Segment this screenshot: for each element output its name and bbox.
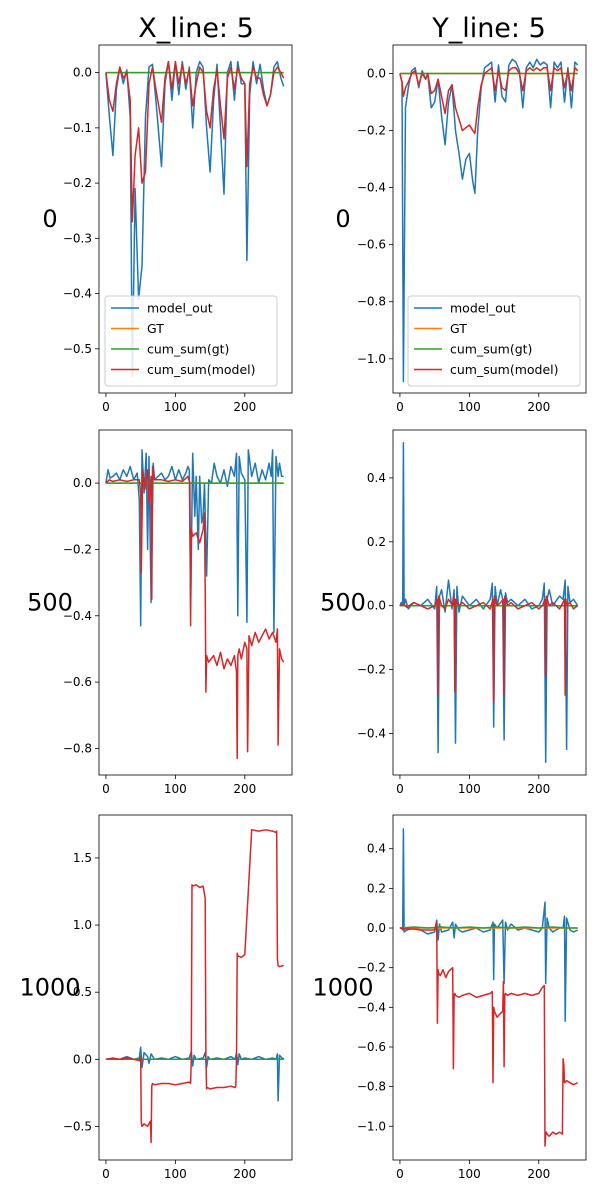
- legend: model_out GT cum_sum(gt) cum_sum(model): [407, 295, 581, 387]
- y-tick-label: 0.0: [73, 476, 92, 490]
- legend-label-model-out: model_out: [450, 301, 516, 316]
- x-tick-label: 100: [164, 1167, 187, 1181]
- y-tick-label: −0.5: [63, 1119, 92, 1133]
- series-line-cum-summodel: [105, 465, 285, 760]
- series-line-cum-summodel: [399, 595, 579, 703]
- y-tick-label: 0.5: [73, 985, 92, 999]
- y-tick-label: −1.0: [357, 1119, 386, 1133]
- legend-label-GT: GT: [147, 321, 164, 336]
- y-tick-label: −0.2: [63, 542, 92, 556]
- y-tick-label: 0.0: [73, 66, 92, 80]
- panel-x500: 0 100 200 0.0 −0.2 −0.4 −0.6 −0.8 500: [27, 429, 293, 796]
- row-label: 0: [335, 205, 350, 233]
- row-label: 500: [320, 589, 366, 617]
- y-tick-label: 0.0: [367, 599, 386, 613]
- legend-box: [104, 295, 278, 387]
- row-label: 0: [42, 205, 57, 233]
- x-tick-label: 100: [164, 782, 187, 796]
- x-tick-label: 100: [458, 782, 481, 796]
- x-tick-label: 200: [527, 1167, 550, 1181]
- axes-frame: [98, 44, 293, 394]
- column-title-y: Y_line: 5: [431, 13, 546, 44]
- y-tick-label: −0.6: [63, 675, 92, 689]
- series-line-cum-summodel: [399, 67, 579, 135]
- series-line-cum-sumgt: [399, 926, 578, 929]
- y-tick-label: −0.6: [357, 1040, 386, 1054]
- legend-label-cum-summodel: cum_sum(model): [147, 362, 256, 377]
- y-tick-label: 0.2: [367, 535, 386, 549]
- y-tick-label: −0.8: [357, 295, 386, 309]
- legend-label-cum-sumgt: cum_sum(gt): [450, 342, 532, 357]
- y-tick-label: 0.0: [367, 67, 386, 81]
- y-tick-label: −0.5: [63, 342, 92, 356]
- x-tick-label: 100: [458, 400, 481, 414]
- panel-y1000: 0 100 200 0.4 0.2 0.0 −0.2 −0.4 −0.6 −0.8 −1.0 1000: [312, 814, 587, 1181]
- y-tick-label: 1.0: [73, 918, 92, 932]
- y-tick-label: −0.8: [63, 741, 92, 755]
- row-label: 1000: [19, 974, 80, 1002]
- y-tick-label: −0.2: [63, 176, 92, 190]
- y-tick-label: −0.2: [357, 124, 386, 138]
- y-tick-label: 0.4: [367, 471, 386, 485]
- row-label: 500: [27, 589, 73, 617]
- axes-frame: [392, 814, 587, 1161]
- y-tick-label: 1.5: [73, 851, 92, 865]
- y-tick-label: 0.0: [73, 1052, 92, 1066]
- x-tick-label: 0: [396, 1167, 404, 1181]
- y-tick-label: −0.1: [63, 121, 92, 135]
- y-tick-label: −0.4: [357, 726, 386, 740]
- row-label: 1000: [312, 974, 373, 1002]
- x-tick-label: 200: [233, 1167, 256, 1181]
- series-line-model-out: [105, 449, 284, 634]
- axes-frame: [98, 814, 293, 1161]
- series-line-cum-summodel: [105, 829, 284, 1144]
- legend-label-cum-sumgt: cum_sum(gt): [147, 342, 229, 357]
- legend-box: [407, 295, 581, 387]
- panel-y500: 0 100 200 0.4 0.2 0.0 −0.2 −0.4 500: [320, 429, 587, 796]
- axes-frame: [392, 429, 587, 776]
- series-line-cum-summodel: [399, 921, 579, 1147]
- x-tick-label: 200: [233, 782, 256, 796]
- y-tick-label: −0.4: [357, 1000, 386, 1014]
- series-line-cum-summodel: [105, 60, 285, 223]
- x-tick-label: 0: [102, 782, 110, 796]
- y-tick-label: 0.2: [367, 881, 386, 895]
- y-tick-label: −0.8: [357, 1080, 386, 1094]
- y-tick-label: −1.0: [357, 352, 386, 366]
- y-tick-label: 0.4: [367, 842, 386, 856]
- panel-x0: 0 100 200 0.0 −0.1 −0.2 −0.3 −0.4 −0.5 0 model_out…: [42, 44, 293, 414]
- y-tick-label: 0.0: [367, 921, 386, 935]
- panel-x1000: 0 100 200 1.5 1.0 0.5 0.0 −0.5 1000: [19, 814, 293, 1181]
- legend-label-GT: GT: [450, 321, 467, 336]
- x-tick-label: 200: [233, 400, 256, 414]
- panels: 0 100 2000.0−0.1−0.2−0.3−0.4−0.50model_out…: [19, 44, 587, 1181]
- series-line-model-out: [399, 828, 579, 1022]
- legend-label-cum-summodel: cum_sum(model): [450, 362, 559, 377]
- y-tick-label: −0.3: [63, 231, 92, 245]
- x-tick-label: 0: [396, 400, 404, 414]
- y-tick-label: −0.4: [63, 609, 92, 623]
- y-tick-label: −0.4: [63, 287, 92, 301]
- x-tick-label: 0: [102, 400, 110, 414]
- series-line-model-out: [399, 442, 579, 763]
- legend-label-model-out: model_out: [147, 301, 213, 316]
- x-tick-label: 0: [396, 782, 404, 796]
- axes-frame: [98, 429, 293, 776]
- panel-y0: 0 100 2000.0−0.2−0.4−0.6−0.8−1.00model_out…: [335, 44, 587, 414]
- column-title-x: X_line: 5: [138, 13, 254, 44]
- x-tick-label: 200: [527, 782, 550, 796]
- x-tick-label: 200: [527, 400, 550, 414]
- y-tick-label: −0.2: [357, 961, 386, 975]
- y-tick-label: −0.2: [357, 663, 386, 677]
- x-tick-label: 0: [102, 1167, 110, 1181]
- y-tick-label: −0.6: [357, 238, 386, 252]
- axes-frame: [392, 44, 587, 394]
- legend: model_out GT cum_sum(gt) cum_sum(model): [104, 295, 278, 387]
- x-tick-label: 100: [458, 1167, 481, 1181]
- y-tick-label: −0.4: [357, 181, 386, 195]
- x-tick-label: 100: [164, 400, 187, 414]
